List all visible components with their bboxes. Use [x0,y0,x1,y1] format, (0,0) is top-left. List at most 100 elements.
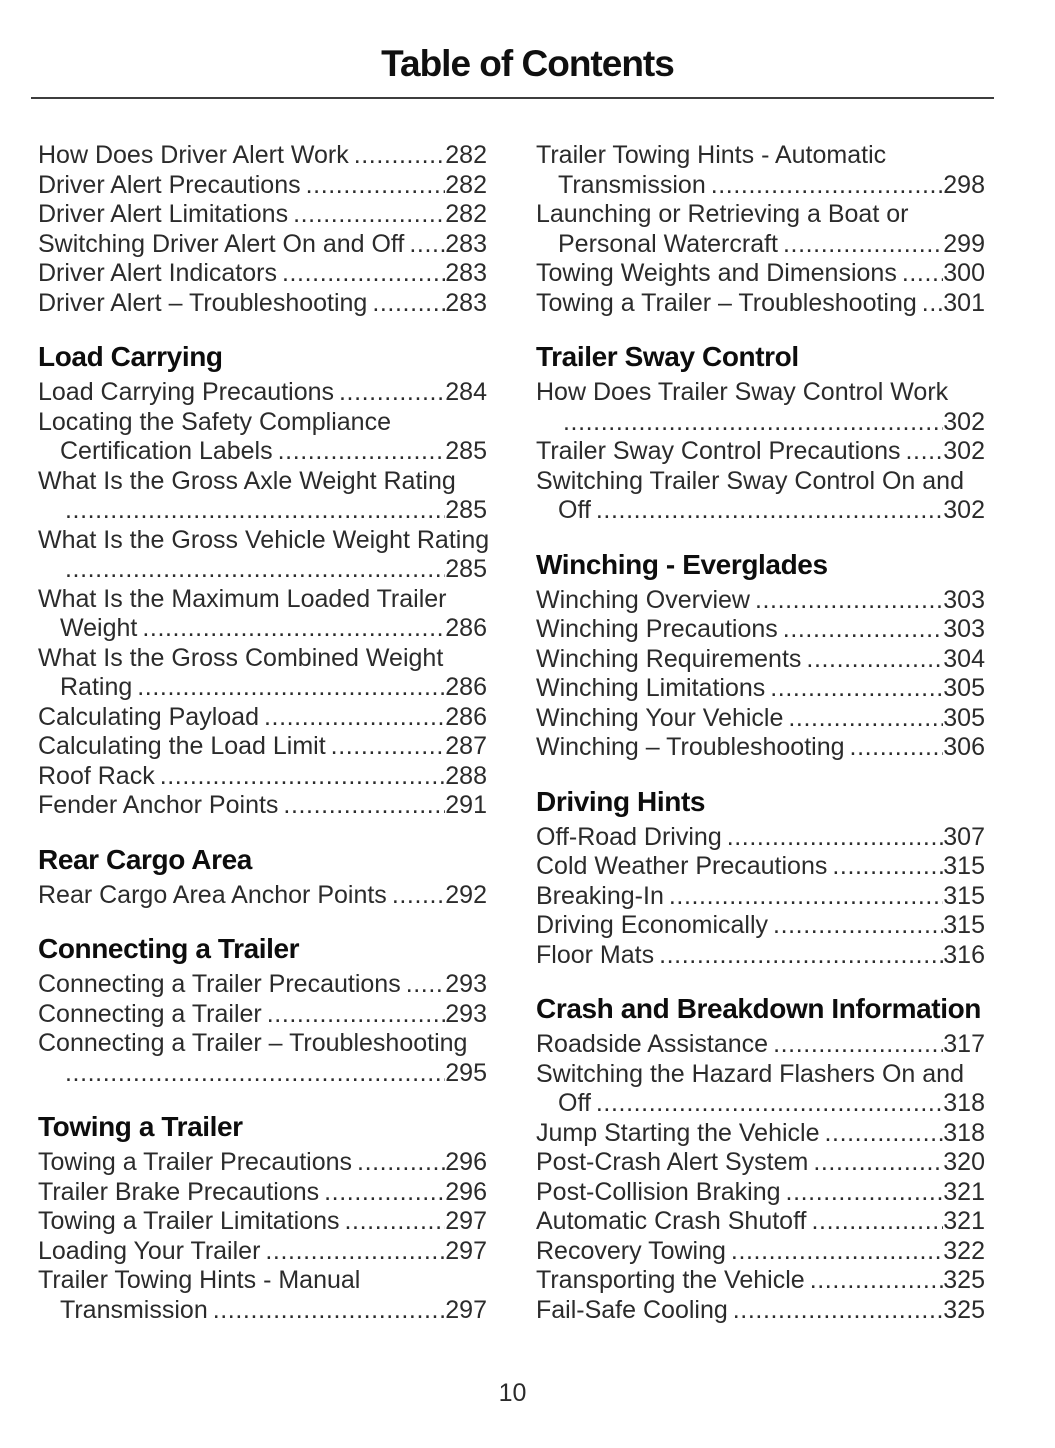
toc-entry-text: Driving Economically [536,911,769,939]
toc-entry: Floor Mats 316 [536,941,985,971]
toc-entry: Winching Limitations 305 [536,674,985,704]
toc-section: Connecting a Trailer Connecting a Trailer… [38,933,487,1088]
toc-entry: Roof Rack 288 [38,762,487,792]
toc-entry-text-continuation: Transmission [558,170,706,199]
toc-entry-text: Driver Alert Indicators [38,259,277,287]
toc-entry: Winching – Troubleshooting 306 [536,733,985,763]
toc-entry-text: Floor Mats [536,940,655,969]
section-heading: Towing a Trailer [38,1111,243,1142]
toc-page-number: 318 [943,1118,985,1147]
toc-entry: Connecting a Trailer – Troubleshooting29… [38,1029,487,1088]
toc-entry-text: Roadside Assistance [536,1030,769,1058]
toc-page-number: 305 [943,703,985,732]
toc-page-number: 282 [445,200,487,228]
section-heading: Load Carrying [38,341,223,372]
toc-page-number: 297 [445,1295,487,1324]
toc-leader-dots [850,733,944,763]
toc-entry: Fender Anchor Points 291 [38,791,487,821]
toc-page-number: 287 [445,732,487,760]
toc-entry: Cold Weather Precautions 315 [536,852,985,882]
toc-leader-dots [324,1178,445,1208]
toc-page-number: 299 [943,229,985,258]
toc-leader-dots [293,200,445,230]
toc-entry: Recovery Towing 322 [536,1237,985,1267]
toc-leader-dots [357,1148,445,1178]
toc-entry: What Is the Maximum Loaded Trailer Weight… [38,585,487,644]
section-heading: Connecting a Trailer [38,933,300,964]
toc-page-number: 297 [445,1207,487,1235]
toc-leader-dots [278,437,446,467]
toc-entry-text: Load Carrying Precautions [38,378,334,406]
toc-leader-dots [142,614,445,644]
toc-column-right: Trailer Towing Hints - Automatic Transmis… [536,141,985,1325]
toc-leader-dots [812,1207,944,1237]
toc-page-number: 303 [943,615,985,643]
toc-leader-dots [282,259,445,289]
toc-entry-text: Towing a Trailer – Troubleshooting [536,288,917,317]
toc-entry: Towing a Trailer – Troubleshooting 301 [536,289,985,319]
toc-entry-text: How Does Trailer Sway Control Work [536,378,949,406]
toc-page-number: 295 [445,1058,487,1087]
toc-page-number: 302 [943,407,985,436]
toc-entry-text-continuation: Personal Watercraft [558,229,778,258]
toc-page-number: 292 [445,880,487,909]
toc-entry-text: Breaking-In [536,881,664,910]
toc-column-left: How Does Driver Alert Work 282 Driver Aler… [38,141,489,1325]
toc-page-number: 288 [445,761,487,790]
toc-entry: Trailer Towing Hints - Manual Transmissio… [38,1266,487,1325]
toc-entry: Trailer Brake Precautions 296 [38,1178,487,1208]
toc-entry-text: Trailer Towing Hints - Automatic [536,141,887,169]
toc-entry: Roadside Assistance 317 [536,1030,985,1060]
toc-page-number: 318 [943,1089,985,1117]
toc-leader-dots [213,1296,446,1326]
toc-entry: Connecting a Trailer Precautions 293 [38,970,487,1000]
toc-leader-dots [65,555,445,585]
toc-entry-text: Switching Trailer Sway Control On and [536,466,964,495]
toc-page-number: 283 [445,259,487,287]
toc-entry: Towing a Trailer Precautions 296 [38,1148,487,1178]
toc-leader-dots [563,408,943,438]
toc-entry-text: Trailer Sway Control Precautions [536,437,901,465]
toc-entry: Driving Economically 315 [536,911,985,941]
toc-entry-text: Winching Precautions [536,615,778,643]
toc-entry: Transporting the Vehicle 325 [536,1266,985,1296]
toc-entry: Driver Alert Indicators 283 [38,259,487,289]
toc-leader-dots [669,882,943,912]
toc-entry-text-continuation: Certification Labels [60,437,273,465]
toc-section: Towing a Trailer Towing a Trailer Precaut… [38,1111,487,1325]
toc-page-number: 316 [943,940,985,969]
toc-entry: How Does Trailer Sway Control Work302 [536,378,985,437]
section-heading: Trailer Sway Control [536,341,799,372]
toc-leader-dots [825,1119,944,1149]
toc-entry-text: Switching Driver Alert On and Off [38,229,405,258]
toc-entry-text: How Does Driver Alert Work [38,141,349,169]
toc-page-number: 303 [943,585,985,614]
toc-leader-dots [265,1237,445,1267]
toc-entry: Post-Crash Alert System 320 [536,1148,985,1178]
toc-leader-dots [409,230,445,260]
toc-page-number: 283 [445,288,487,317]
toc-entry-text-continuation: Rating [60,673,133,701]
toc-entry: Winching Your Vehicle 305 [536,704,985,734]
toc-entry-text: Launching or Retrieving a Boat or [536,200,909,228]
toc-entry-text: Winching Your Vehicle [536,703,784,732]
toc-leader-dots [160,762,446,792]
toc-entry-text: Towing a Trailer Limitations [38,1207,340,1235]
toc-page-number: 283 [445,229,487,258]
toc-entry: Connecting a Trailer 293 [38,1000,487,1030]
toc-page-number: 302 [943,437,985,465]
toc-entry-text: Winching Overview [536,585,750,614]
toc-entry-text: What Is the Gross Axle Weight Rating [38,466,456,495]
toc-entry-text: Winching – Troubleshooting [536,733,845,761]
toc-entry-text: Switching the Hazard Flashers On and [536,1059,964,1088]
toc-entry-text: Trailer Towing Hints - Manual [38,1266,361,1294]
toc-entry-text: Jump Starting the Vehicle [536,1118,820,1147]
toc-entry: Winching Overview 303 [536,586,985,616]
toc-leader-dots [354,141,446,171]
toc-leader-dots [65,496,445,526]
toc-entry: Winching Precautions 303 [536,615,985,645]
toc-leader-dots [267,1000,446,1030]
toc-leader-dots [264,703,445,733]
toc-entry-text: Towing Weights and Dimensions [536,259,897,287]
toc-leader-dots [596,496,943,526]
